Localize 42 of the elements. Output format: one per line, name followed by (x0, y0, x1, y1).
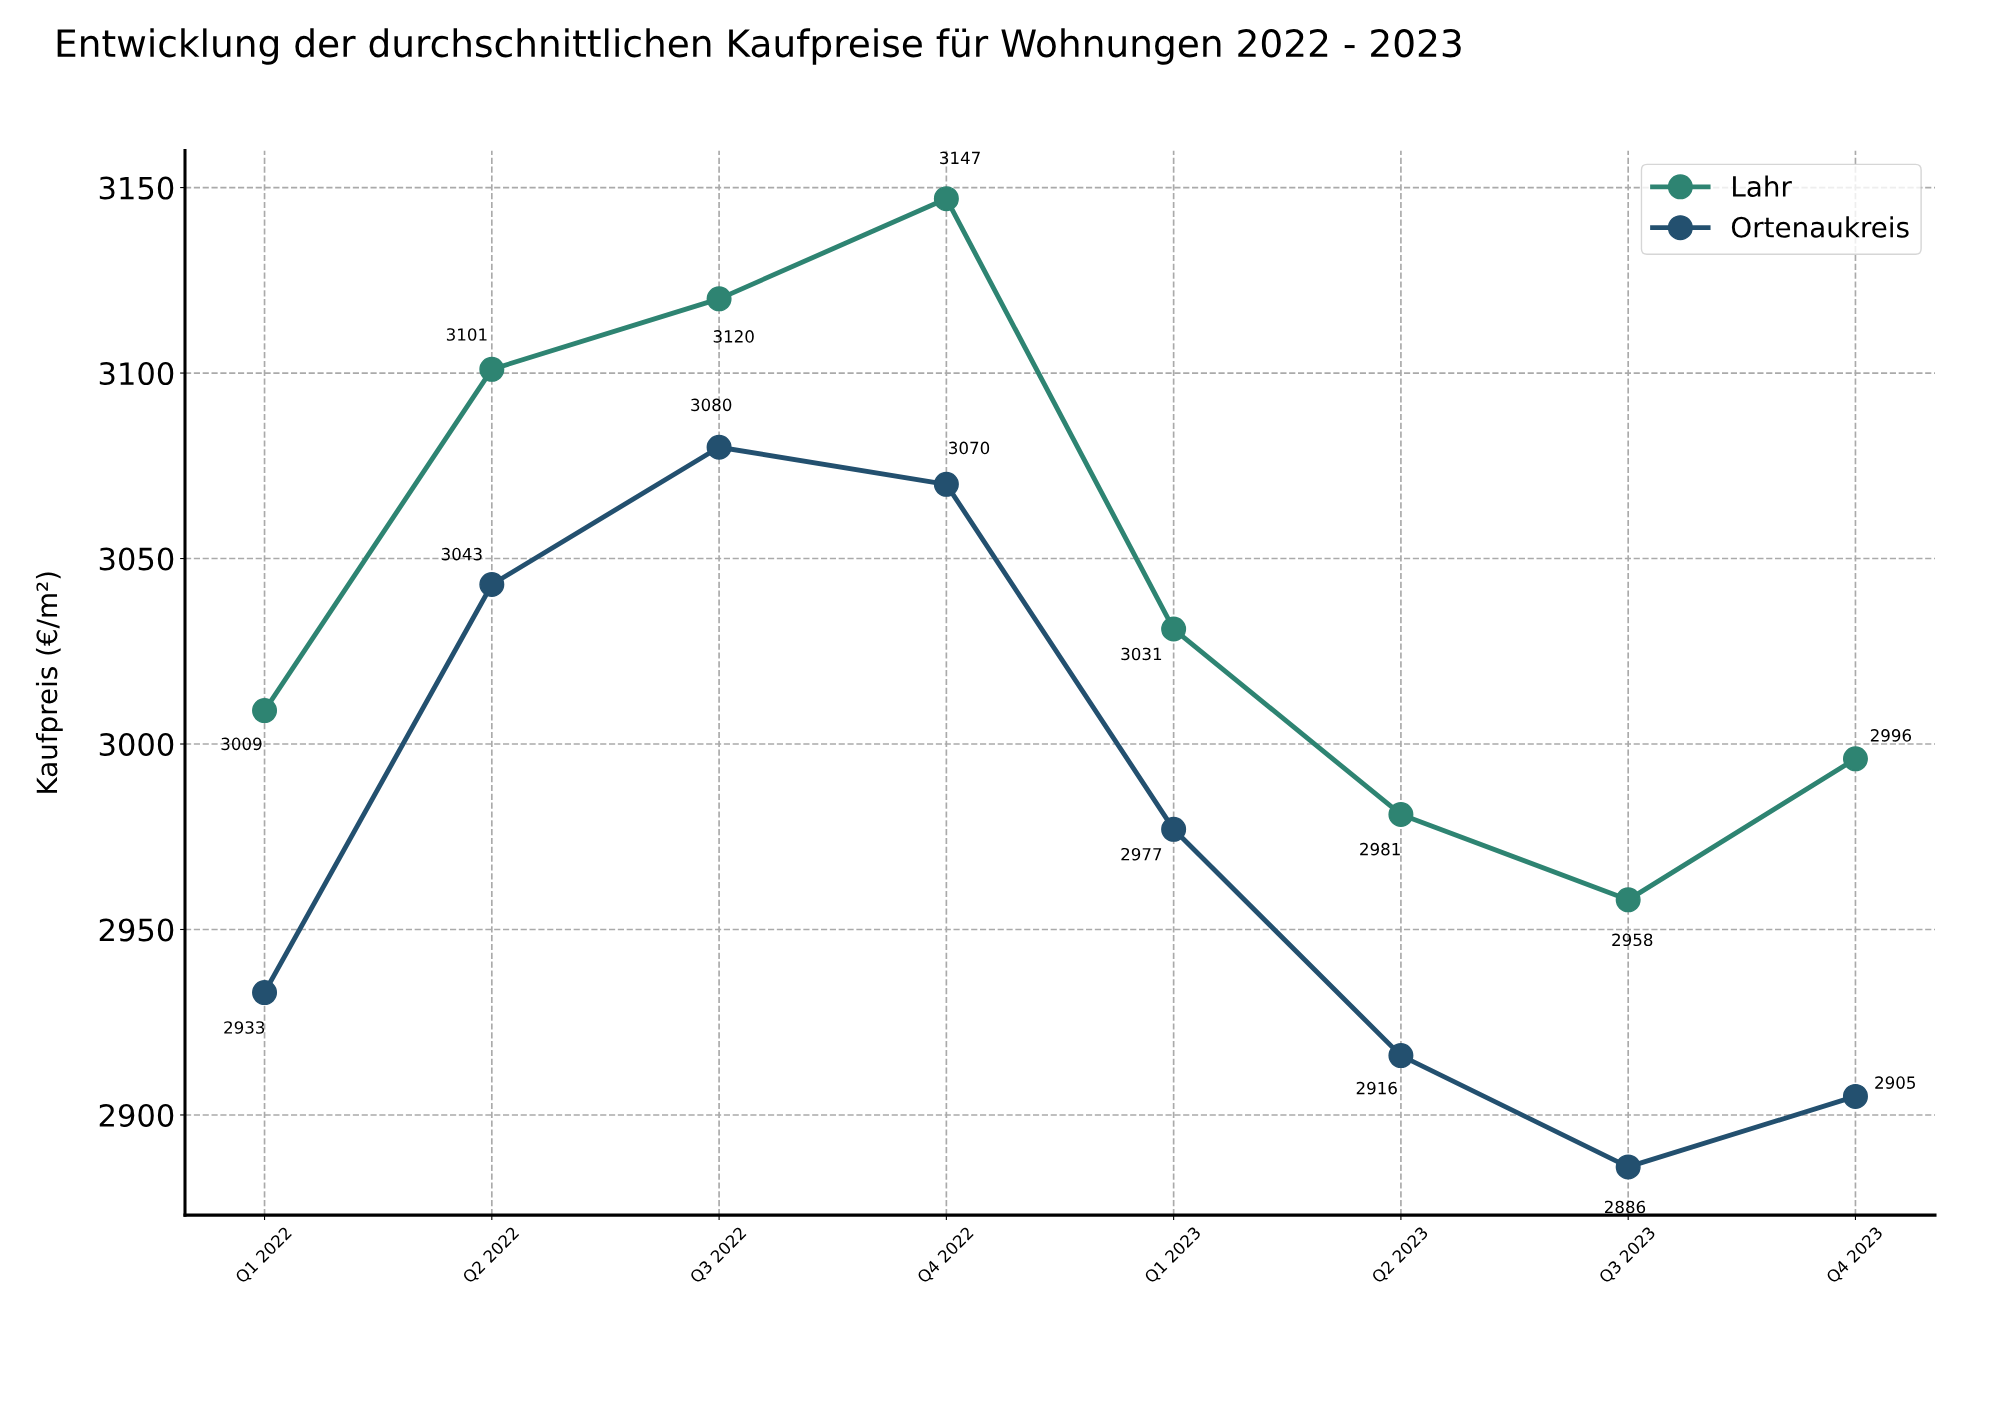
point (1388, 1043, 1414, 1069)
point (933, 471, 959, 497)
data-label: 3101 (446, 328, 487, 341)
data-label: 2916 (1356, 1081, 1397, 1095)
data-label: 2933 (224, 1021, 265, 1034)
point (252, 698, 278, 724)
point (933, 186, 959, 212)
data-label: 3043 (441, 547, 482, 561)
data-label: 2905 (1875, 1076, 1915, 1089)
point (706, 434, 732, 460)
y-tick-label: 2950 (99, 918, 174, 942)
point (1842, 746, 1868, 772)
point (1615, 1154, 1641, 1180)
chart-title: Entwicklung der durchschnittlichen Kaufpreise für Wohnungen 2022 - 2023 (57, 28, 1461, 65)
point (479, 571, 505, 597)
data-label: 3070 (949, 441, 990, 455)
point (706, 286, 732, 312)
point (1161, 616, 1187, 642)
y-tick-label: 2900 (99, 1103, 174, 1128)
point (1161, 816, 1187, 842)
y-tick-label: 3000 (99, 732, 174, 757)
data-label: 2958 (1612, 933, 1653, 947)
y-tick-label: 3100 (99, 361, 174, 386)
data-label: 2886 (1604, 1200, 1646, 1214)
point (1842, 1083, 1868, 1109)
legend-label: Lahr (1733, 175, 1792, 197)
data-label: 3031 (1121, 647, 1162, 661)
point (1388, 801, 1414, 827)
point (1615, 887, 1641, 913)
data-label: 3009 (221, 737, 262, 751)
y-axis-title: Kaufpreis (€/m²) (35, 572, 63, 793)
data-label: 2977 (1121, 847, 1162, 861)
y-tick-label: 3150 (99, 176, 174, 200)
point (479, 356, 505, 382)
point (252, 980, 278, 1006)
y-tick-label: 3050 (99, 547, 174, 571)
data-label: 3147 (940, 151, 980, 165)
legend-label: Ortenaukreis (1731, 216, 1909, 238)
data-label: 3080 (691, 398, 732, 412)
data-label: 3120 (713, 330, 754, 343)
data-label: 2996 (1870, 729, 1912, 742)
data-label: 2981 (1360, 842, 1400, 856)
